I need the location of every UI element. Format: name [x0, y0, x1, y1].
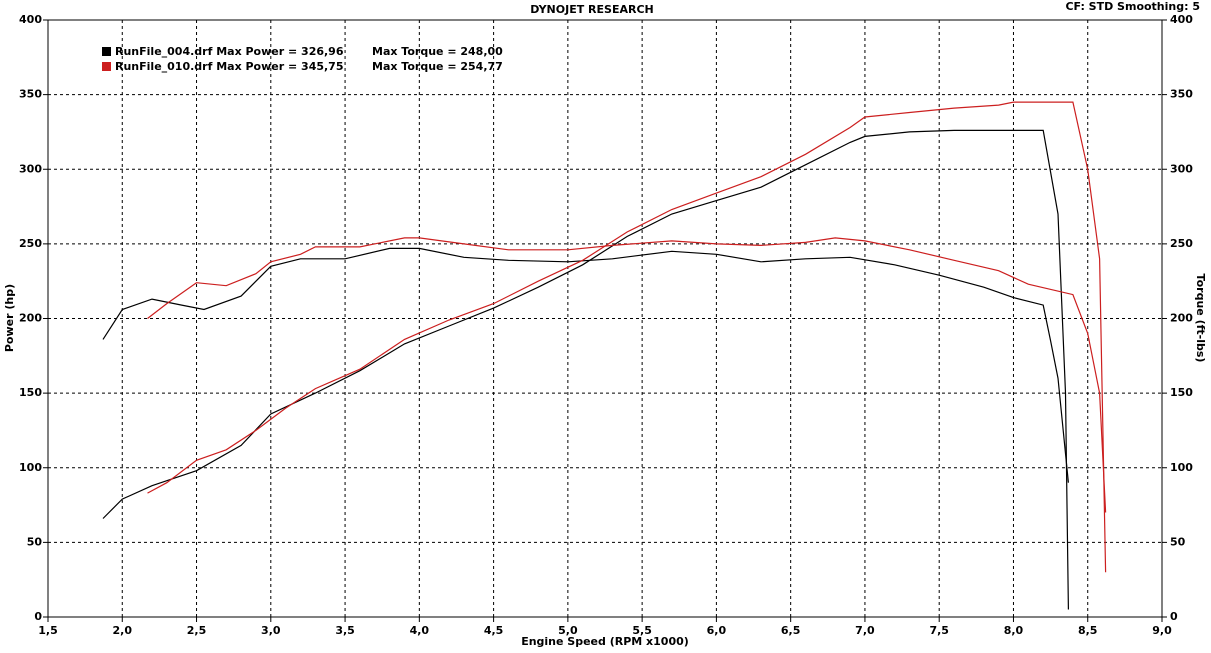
chart-title: DYNOJET RESEARCH	[530, 3, 653, 16]
y2-tick-label: 50	[1170, 535, 1186, 548]
x-axis-title: Engine Speed (RPM x1000)	[521, 635, 689, 648]
y-tick-label: 250	[19, 237, 42, 250]
x-tick-label: 9,0	[1152, 624, 1172, 637]
chart-subtitle: CF: STD Smoothing: 5	[1065, 0, 1200, 13]
y2-tick-label: 300	[1170, 162, 1193, 175]
y-tick-label: 200	[19, 312, 42, 325]
series-line	[147, 237, 1107, 513]
x-tick-label: 3,0	[261, 624, 281, 637]
x-tick-label: 7,0	[855, 624, 875, 637]
x-tick-label: 6,5	[781, 624, 801, 637]
y2-tick-label: 250	[1170, 237, 1193, 250]
y2-axis-title: Torque (ft-lbs)	[1194, 274, 1207, 363]
legend-swatch	[102, 62, 111, 71]
y2-tick-label: 0	[1170, 610, 1178, 623]
x-tick-label: 8,0	[1004, 624, 1024, 637]
x-tick-label: 5,5	[632, 624, 652, 637]
y-tick-label: 100	[19, 461, 42, 474]
x-tick-label: 1,5	[38, 624, 58, 637]
y2-tick-label: 400	[1170, 13, 1193, 26]
x-tick-label: 2,0	[113, 624, 133, 637]
legend-label: Max Torque = 248,00	[372, 45, 503, 58]
y-tick-label: 50	[27, 535, 43, 548]
x-tick-label: 5,0	[558, 624, 578, 637]
x-tick-label: 8,5	[1078, 624, 1098, 637]
x-tick-label: 4,5	[484, 624, 504, 637]
y-axis-title: Power (hp)	[3, 284, 16, 352]
x-tick-label: 4,0	[410, 624, 430, 637]
legend-label: RunFile_010.drf Max Power = 345,75	[115, 60, 344, 73]
series-line	[147, 101, 1107, 573]
x-tick-label: 3,5	[335, 624, 355, 637]
y2-tick-label: 200	[1170, 312, 1193, 325]
y-tick-label: 350	[19, 88, 42, 101]
legend-label: RunFile_004.drf Max Power = 326,96	[115, 45, 344, 58]
x-tick-label: 2,5	[187, 624, 207, 637]
y-tick-label: 0	[34, 610, 42, 623]
y-tick-label: 150	[19, 386, 42, 399]
x-tick-label: 6,0	[707, 624, 727, 637]
series-line	[102, 247, 1069, 483]
y2-tick-label: 150	[1170, 386, 1193, 399]
legend-label: Max Torque = 254,77	[372, 60, 503, 73]
series-line	[102, 129, 1069, 610]
x-tick-label: 7,5	[929, 624, 949, 637]
plot-area	[47, 19, 1163, 618]
y-tick-label: 400	[19, 13, 42, 26]
y2-tick-label: 100	[1170, 461, 1193, 474]
legend-swatch	[102, 47, 111, 56]
y-tick-label: 300	[19, 162, 42, 175]
y2-tick-label: 350	[1170, 88, 1193, 101]
